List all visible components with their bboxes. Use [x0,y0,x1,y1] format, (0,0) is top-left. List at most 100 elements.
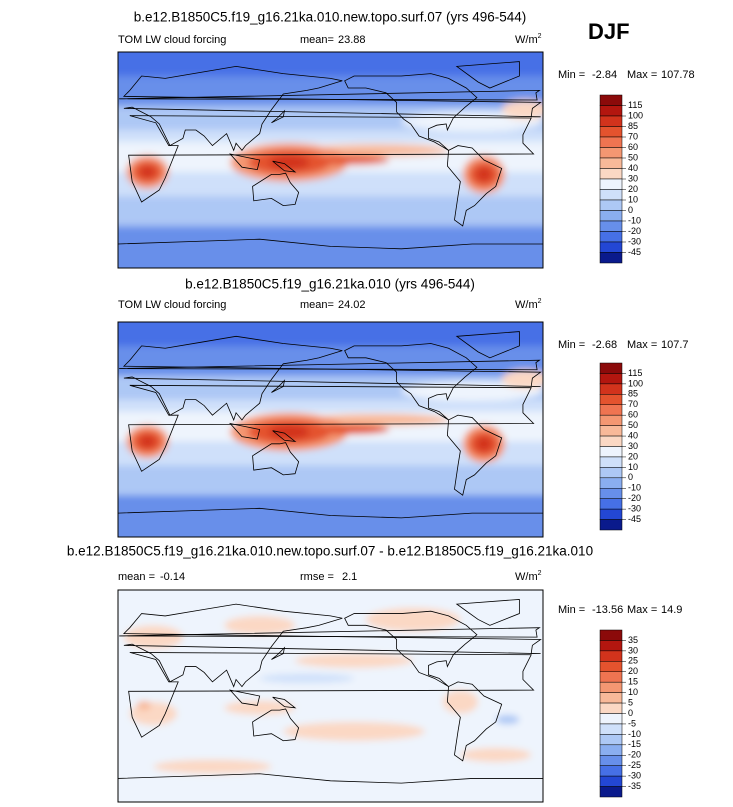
unit: W/m [515,299,538,311]
coastline [129,116,534,202]
coastline [271,648,284,660]
field [129,701,178,726]
field [295,653,414,668]
colorbar-label: 5 [628,697,633,707]
field [401,381,543,401]
coastline [544,90,733,100]
colorbar-label: -30 [628,771,641,781]
colorbar-box [599,734,623,746]
colorbar-label: 40 [628,430,638,440]
coastline [698,431,720,442]
colorbar-box [599,498,623,510]
colorbar-box [599,744,623,756]
max-label: Max = [627,604,657,616]
colorbar-label: -20 [628,226,641,236]
field [123,625,183,649]
coastline [118,774,543,783]
colorbar-label: 10 [628,194,638,204]
map-frame [117,51,544,269]
coastline [119,628,539,637]
colorbar-label: -45 [628,247,641,257]
variable-label: TOM LW cloud forcing [118,299,226,311]
mean-value: 23.88 [338,34,366,46]
colorbar-label: -10 [628,483,641,493]
coastline [273,697,295,708]
coastline [345,344,477,420]
colorbar-label: 60 [628,142,638,152]
coastline [273,431,295,442]
colorbar-label: 85 [628,121,638,131]
colorbar-box [599,713,623,725]
coastline [457,62,520,88]
colorbar-label: 35 [628,635,638,645]
colorbar-box [599,199,623,211]
max-value: 107.7 [661,339,689,351]
coastline [447,146,501,226]
colorbar-box [599,640,623,652]
coastline [118,508,543,518]
colorbar-box [599,105,623,117]
colorbar-box [599,477,623,489]
coastline [554,385,733,471]
colorbar-box [599,488,623,499]
field [283,721,425,741]
coastline [696,648,709,660]
field [224,615,296,635]
colorbar-label: 20 [628,451,638,461]
colorbar-label: 50 [628,420,638,430]
colorbar-box [599,435,623,447]
unit-exponent: 2 [538,33,542,40]
colorbar-label: 115 [628,100,642,110]
min-label: Min = [558,69,585,81]
mean-value: -0.14 [160,571,185,583]
max-value: 14.9 [661,604,682,616]
colorbar-box [599,136,623,148]
field [476,437,492,451]
coastline [345,74,477,151]
coastline [678,443,724,475]
colorbar-label: 50 [628,152,638,162]
coastline [678,709,724,741]
colorbar-box [599,681,623,693]
colorbar-box [599,775,623,787]
colorbar-box [599,508,623,520]
colorbar-box [599,671,623,683]
colorbar-box [599,414,623,426]
map [118,322,733,537]
colorbar-label: 30 [628,173,638,183]
colorbar-label: -35 [628,781,641,791]
field [140,435,155,448]
colorbar-box [599,650,623,662]
colorbar-label: 0 [628,708,633,718]
coastline [129,652,534,737]
field [460,747,532,762]
min-value: -2.84 [592,69,617,81]
coastline [345,611,477,686]
coastline [230,690,260,705]
field [259,673,355,684]
panel-title: b.e12.B1850C5.f19_g16.21ka.010.new.topo.… [134,10,527,25]
colorbar-box [599,723,623,735]
colorbar-label: 0 [628,205,633,215]
coastline [118,239,543,249]
min-value: -13.56 [592,604,623,616]
coastline [554,652,733,737]
colorbar-box [599,231,623,243]
colorbar-label: -10 [628,729,641,739]
field [501,100,543,120]
coastline [554,116,733,202]
coastline [124,336,541,420]
colorbar-label: -30 [628,236,641,246]
field [442,690,479,714]
colorbar-label: 20 [628,666,638,676]
coastline [447,415,501,495]
coastline [549,604,733,686]
season-label: DJF [588,19,630,44]
coastline [271,381,284,393]
colorbar-box [599,425,623,437]
colorbar-label: 25 [628,656,638,666]
colorbar-box [599,373,623,385]
field [153,759,272,774]
coastline [253,443,299,475]
